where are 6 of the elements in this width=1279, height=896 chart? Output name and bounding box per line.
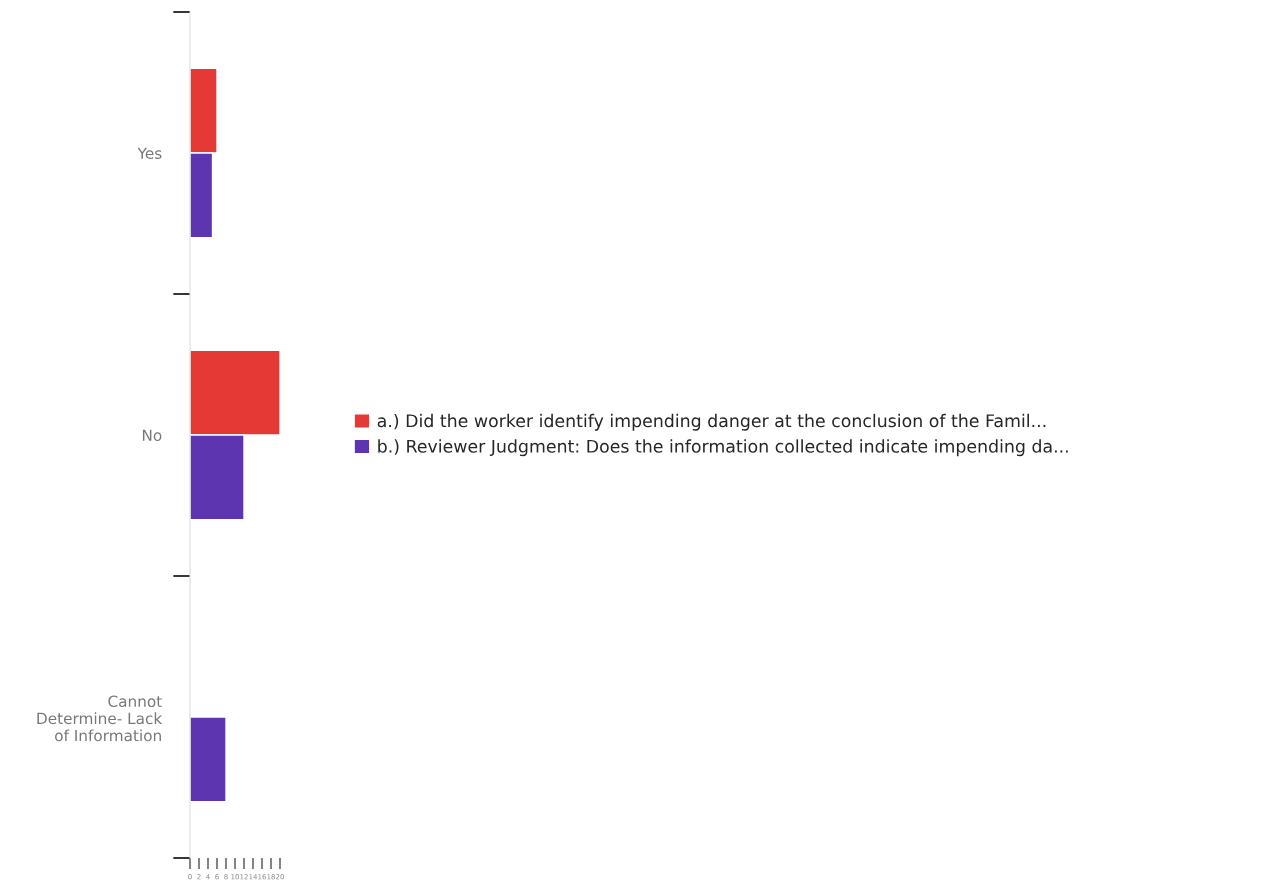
bar	[190, 716, 227, 803]
legend-label: a.) Did the worker identify impending danger at the conclusion of the Famil...	[377, 413, 1046, 431]
y-tick-label: No	[142, 429, 162, 442]
y-tick-label: Cannot Determine- Lack of Information	[37, 695, 163, 742]
legend-label: b.) Reviewer Judgment: Does the information collected indicate impending da...	[378, 439, 1068, 457]
y-tick-label: Yes	[137, 147, 162, 160]
